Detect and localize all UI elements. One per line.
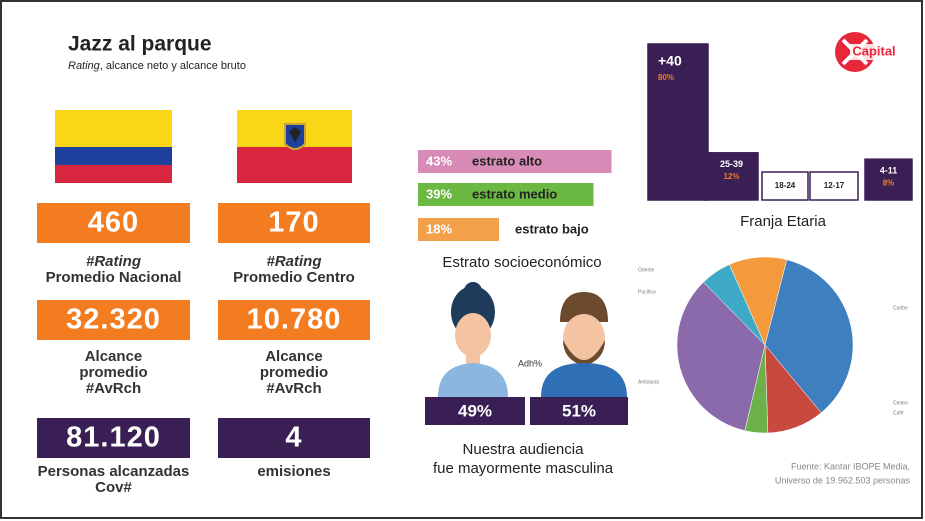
stat-label: #Rating	[266, 253, 321, 270]
stat-label: Promedio Centro	[233, 269, 355, 286]
category-label: estrato alto	[472, 153, 542, 168]
category-label: estrato medio	[472, 186, 557, 201]
stat-value: 10.780	[247, 304, 342, 336]
value-label: 18%	[426, 221, 452, 236]
stat-label: #AvRch	[86, 380, 141, 397]
stat-label: #Rating	[86, 253, 141, 270]
slice-label: Oriente	[638, 267, 655, 273]
slice-label: Caribe	[893, 305, 908, 311]
stat-value: 4	[285, 422, 302, 454]
flag-bogota	[237, 110, 352, 183]
value-label: 80%	[658, 73, 674, 82]
slice-label: Antioquia	[638, 379, 659, 385]
category-label: 18-24	[775, 181, 796, 190]
value-label: 43%	[426, 153, 452, 168]
flag-colombia	[55, 110, 172, 183]
stat-label: #AvRch	[266, 380, 321, 397]
stat-label: Alcance	[265, 348, 323, 365]
chart-title: fue mayormente masculina	[433, 460, 614, 477]
source-line: Universo de 19.962.503 personas	[775, 475, 911, 485]
stat-label: Alcance	[85, 348, 143, 365]
slice-label: Café	[893, 410, 904, 416]
category-label: 4-11	[880, 166, 898, 176]
stat-label: emisiones	[257, 463, 330, 480]
category-label: +40	[658, 53, 682, 69]
stat-value: 170	[268, 207, 319, 239]
value-label: 39%	[426, 186, 452, 201]
chart-title: Estrato socioeconómico	[442, 254, 601, 271]
chart-title: Franja Etaria	[740, 213, 827, 230]
title: Jazz al parque	[68, 33, 212, 56]
source-line: Fuente: Kantar IBOPE Media,	[791, 461, 910, 471]
logo-text: Capital	[852, 43, 895, 58]
gender-label: Adh%	[518, 358, 542, 368]
stat-value: 32.320	[66, 304, 161, 336]
stat-label: Personas alcanzadas	[38, 463, 190, 480]
chart-title: Nuestra audiencia	[463, 441, 585, 458]
stat-label: Promedio Nacional	[46, 269, 182, 286]
stat-label: promedio	[79, 364, 147, 381]
slice-label: Centro	[893, 400, 908, 406]
value-label: 12%	[723, 172, 739, 181]
stat-value: 460	[88, 207, 139, 239]
stat-label: Cov#	[95, 479, 132, 496]
subtitle-em: Rating	[68, 60, 101, 72]
category-label: 12-17	[824, 181, 845, 190]
value-label: 8%	[883, 178, 895, 187]
slice-label: Pacífico	[638, 289, 656, 295]
stat-label: promedio	[260, 364, 328, 381]
value-label: 49%	[458, 401, 492, 420]
stat-value: 81.120	[66, 422, 161, 454]
category-label: estrato bajo	[515, 221, 589, 236]
subtitle-rest: , alcance neto y alcance bruto	[100, 60, 246, 72]
category-label: 25-39	[720, 159, 743, 169]
infographic: Jazz al parque Rating, alcance neto y al…	[0, 0, 925, 521]
subtitle: Rating, alcance neto y alcance bruto	[68, 60, 246, 72]
value-label: 51%	[562, 401, 596, 420]
